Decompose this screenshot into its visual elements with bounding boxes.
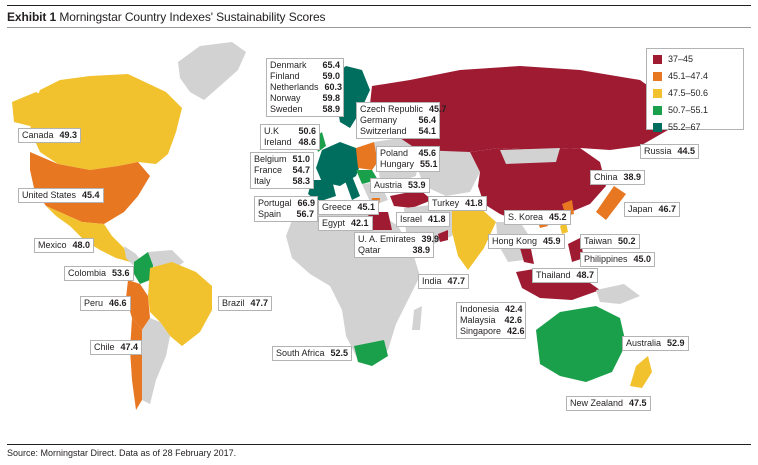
legend-swatch [653,105,662,115]
label-philippines: Philippines 45.0 [580,252,656,267]
label-thailand: Thailand 48.7 [532,268,599,283]
colombia-shape [134,252,154,284]
label-colombia: Colombia 53.6 [64,266,134,281]
peru-shape [126,280,150,330]
label-czech-germany-switzerland: Czech Republic 45.7 Germany 56.4 Switzerla… [356,102,447,139]
new-zealand-shape [630,356,652,388]
egypt-shape [368,212,392,230]
exhibit-title: Exhibit 1 Morningstar Country Indexes' S… [7,10,326,24]
greenland-shape [178,42,246,100]
bottom-rule [7,444,751,445]
taiwan-shape [560,222,568,234]
canada-shape [30,74,182,170]
japan-shape [596,186,626,220]
label-mexico: Mexico 48.0 [34,238,95,253]
top-rule [7,5,751,6]
map-legend: 37–45 45.1–47.4 47.5–50.6 50.7–55.1 55.2… [646,48,744,132]
legend-item: 47.5–50.6 [653,86,743,100]
australia-shape [536,306,626,382]
label-peru: Peru 46.6 [80,296,131,311]
label-belgium-france-italy: Belgium 51.0 France 54.7 Italy 58.3 [250,152,314,189]
label-south-korea: S. Korea 45.2 [504,210,571,225]
legend-item: 37–45 [653,52,743,66]
legend-swatch [653,71,662,81]
label-india: India 47.7 [418,274,470,289]
label-uk-ireland: U.K 50.6 Ireland 48.6 [260,124,320,150]
label-indonesia-malaysia-singapore: Indonesia 42.4 Malaysia 42.6 Singapore 42.6 [456,302,526,339]
legend-item: 50.7–55.1 [653,103,743,117]
label-japan: Japan 46.7 [624,202,681,217]
legend-item: 55.2–67 [653,120,743,134]
india-shape [452,206,496,270]
legend-item: 45.1–47.4 [653,69,743,83]
turkey-shape [390,190,432,208]
label-turkey: Turkey 41.8 [428,196,487,211]
label-australia: Australia 52.9 [622,336,689,351]
label-austria: Austria 53.9 [370,178,430,193]
label-south-africa: South Africa 52.5 [272,346,353,361]
label-china: China 38.9 [590,170,646,185]
title-rule [7,27,751,28]
label-poland-hungary: Poland 45.6 Hungary 55.1 [376,146,440,172]
label-russia: Russia 44.5 [640,144,700,159]
label-uae-qatar: U. A. Emirates 39.9 Qatar 38.9 [354,232,439,258]
legend-swatch [653,88,662,98]
legend-swatch [653,54,662,64]
label-greece: Greece 45.1 [318,200,380,215]
thailand-shape [520,244,534,264]
label-united-states: United States 45.4 [18,188,104,203]
uae-qatar-shape [438,230,448,242]
label-chile: Chile 47.4 [90,340,143,355]
label-portugal-spain: Portugal 66.9 Spain 56.7 [254,196,318,222]
label-taiwan: Taiwan 50.2 [580,234,640,249]
label-nordics: Denmark 65.4 Finland 59.0 Netherlands 60.3 … [266,58,344,117]
label-israel: Israel 41.8 [396,212,450,227]
label-hong-kong: Hong Kong 45.9 [488,234,565,249]
mexico-shape [46,206,130,262]
madagascar-shape [412,306,422,330]
mongolia-shape [500,148,560,164]
label-new-zealand: New Zealand 47.5 [566,396,651,411]
south-africa-shape [354,340,388,366]
label-canada: Canada 49.3 [18,128,82,143]
source-note: Source: Morningstar Direct. Data as of 2… [7,448,237,458]
label-egypt: Egypt 42.1 [318,216,373,231]
western-europe-shape [316,142,362,186]
legend-swatch [653,122,662,132]
chile-shape [130,318,142,410]
italy-shape [344,176,360,200]
label-brazil: Brazil 47.7 [218,296,273,311]
russia-shape [370,66,668,160]
brazil-shape [148,262,212,346]
png-shape [596,284,640,304]
argentina-shape [142,318,170,404]
